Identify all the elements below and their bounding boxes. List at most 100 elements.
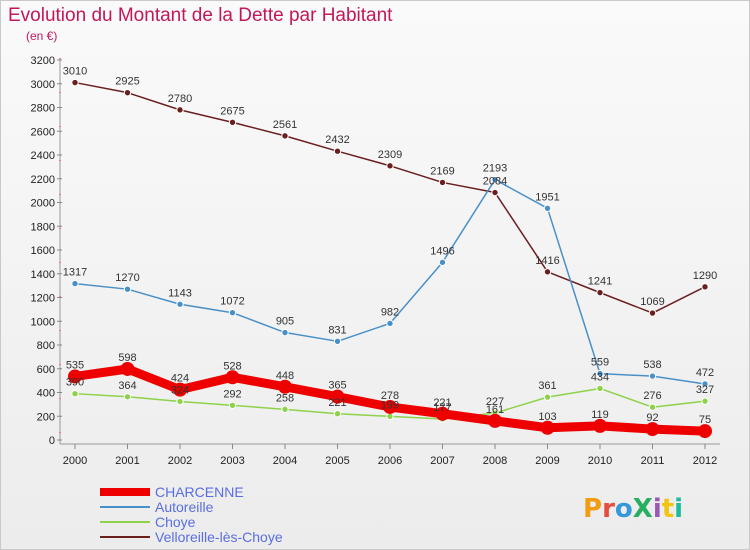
data-label: 324 [171, 385, 189, 397]
data-label: 1496 [430, 245, 454, 257]
data-label: 177 [433, 402, 451, 414]
y-tick-label: 1200 [31, 293, 55, 305]
data-point [645, 422, 660, 437]
data-point [543, 204, 552, 213]
x-tick-label: 2002 [168, 455, 192, 467]
data-label: 364 [118, 380, 136, 392]
data-point [386, 412, 394, 421]
data-label: 327 [696, 384, 714, 396]
data-point [435, 406, 450, 421]
data-point [281, 132, 289, 140]
data-point [68, 369, 82, 384]
data-point [543, 393, 552, 401]
data-point [120, 361, 135, 376]
data-label: 2193 [483, 163, 507, 175]
data-label: 2561 [273, 119, 297, 131]
data-point [123, 393, 132, 401]
data-label: 1143 [168, 287, 192, 299]
data-point [333, 337, 342, 346]
x-tick-label: 2000 [63, 455, 87, 467]
data-point [333, 410, 342, 418]
x-tick-label: 2010 [588, 455, 612, 467]
data-label: 535 [66, 359, 84, 371]
x-tick-label: 2012 [693, 455, 717, 467]
data-point [648, 372, 657, 380]
data-label: 424 [171, 373, 189, 385]
data-label: 1270 [115, 272, 139, 284]
data-point [698, 424, 712, 439]
legend-label: Velloreille-lès-Choye [155, 529, 283, 545]
y-tick-label: 200 [37, 411, 55, 423]
data-point [225, 370, 240, 385]
data-point [701, 380, 709, 388]
logo-letter: o [615, 494, 633, 524]
data-point [701, 283, 709, 291]
x-tick-label: 2009 [535, 455, 559, 467]
data-point [596, 384, 604, 393]
data-label: 1241 [588, 276, 612, 288]
data-point [540, 420, 555, 435]
data-label: 2780 [168, 93, 192, 105]
data-point [228, 309, 237, 317]
data-point [228, 401, 237, 410]
legend-label: Autoreille [155, 499, 214, 515]
data-label: 227 [486, 396, 504, 408]
y-tick-label: 0 [49, 435, 55, 447]
data-label: 92 [646, 412, 658, 424]
x-tick-label: 2003 [220, 455, 244, 467]
logo-letter: P [583, 494, 602, 524]
logo-letter: i [674, 494, 683, 524]
data-label: 221 [328, 397, 346, 409]
data-label: 2169 [430, 165, 454, 177]
data-point [71, 78, 79, 87]
data-point [173, 382, 187, 397]
data-point [228, 118, 237, 127]
data-label: 292 [223, 388, 241, 400]
data-point [176, 300, 184, 308]
data-label: 3010 [63, 66, 87, 78]
data-label: 434 [591, 371, 609, 383]
x-tick-label: 2007 [430, 455, 454, 467]
data-label: 538 [643, 359, 661, 371]
data-label: 1069 [640, 296, 664, 308]
data-point [278, 379, 292, 394]
data-label: 1951 [535, 191, 559, 203]
data-label: 365 [328, 380, 346, 392]
x-tick-label: 2008 [483, 455, 507, 467]
data-label: 905 [276, 316, 294, 328]
data-point [281, 328, 289, 337]
data-point [71, 389, 79, 398]
x-tick-label: 2005 [325, 455, 349, 467]
y-tick-label: 1400 [31, 269, 55, 281]
x-tick-label: 2001 [115, 455, 139, 467]
data-label: 1416 [535, 255, 559, 267]
data-point [71, 279, 79, 288]
x-tick-label: 2006 [378, 455, 402, 467]
y-tick-label: 2000 [31, 198, 55, 210]
y-tick-label: 3000 [31, 79, 55, 91]
data-label: 2084 [483, 176, 507, 188]
data-point [176, 106, 184, 114]
chart-title: Evolution du Montant de la Dette par Hab… [8, 5, 393, 26]
data-label: 199 [381, 399, 399, 411]
data-label: 1072 [220, 296, 244, 308]
y-tick-label: 800 [37, 340, 55, 352]
data-label: 161 [486, 404, 504, 416]
x-tick-label: 2011 [641, 455, 665, 467]
y-tick-label: 1600 [31, 245, 55, 257]
data-label: 258 [276, 392, 294, 404]
data-label: 528 [223, 360, 241, 372]
data-point [330, 389, 345, 404]
data-label: 103 [538, 411, 556, 423]
data-label: 1317 [63, 267, 87, 279]
data-point [333, 147, 342, 155]
legend-label: Choye [155, 514, 196, 530]
data-label: 119 [591, 409, 609, 421]
data-label: 2925 [115, 76, 139, 88]
data-point [596, 288, 604, 297]
data-point [593, 418, 607, 433]
data-point [648, 309, 657, 317]
y-tick-label: 400 [37, 388, 55, 400]
data-label: 559 [591, 357, 609, 369]
data-point [386, 162, 394, 170]
